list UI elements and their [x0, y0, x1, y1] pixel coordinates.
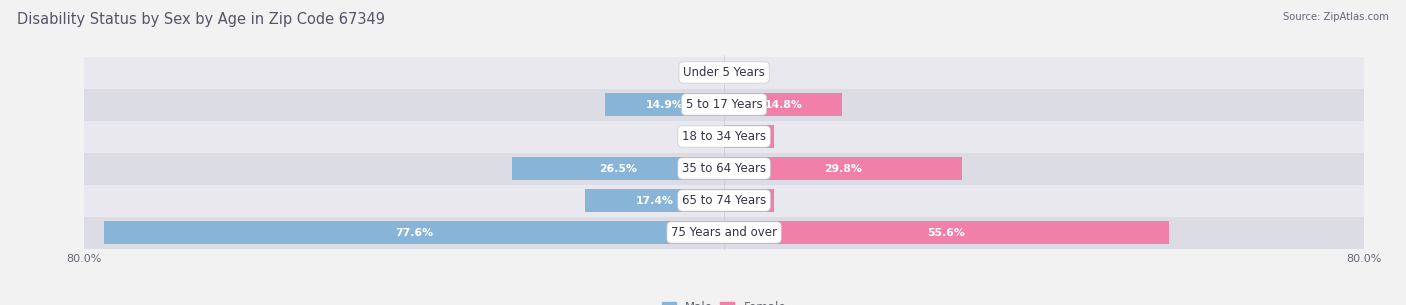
Text: 0.0%: 0.0%: [686, 131, 714, 142]
Text: 6.3%: 6.3%: [734, 196, 765, 206]
Text: Disability Status by Sex by Age in Zip Code 67349: Disability Status by Sex by Age in Zip C…: [17, 12, 385, 27]
Legend: Male, Female: Male, Female: [657, 296, 792, 305]
Bar: [724, 189, 775, 212]
Text: Under 5 Years: Under 5 Years: [683, 66, 765, 79]
Bar: [724, 157, 962, 180]
Text: 0.0%: 0.0%: [734, 67, 762, 77]
Text: Source: ZipAtlas.com: Source: ZipAtlas.com: [1284, 12, 1389, 22]
Text: 18 to 34 Years: 18 to 34 Years: [682, 130, 766, 143]
Bar: [724, 125, 775, 148]
Text: 14.9%: 14.9%: [645, 99, 683, 109]
Bar: [512, 157, 724, 180]
Text: 77.6%: 77.6%: [395, 228, 433, 238]
Text: 55.6%: 55.6%: [928, 228, 966, 238]
Bar: [84, 185, 1364, 217]
Text: 17.4%: 17.4%: [636, 196, 673, 206]
Text: 26.5%: 26.5%: [599, 163, 637, 174]
Bar: [84, 152, 1364, 185]
Bar: [724, 221, 1168, 244]
Text: 14.8%: 14.8%: [765, 99, 803, 109]
Bar: [84, 217, 1364, 249]
Text: 5 to 17 Years: 5 to 17 Years: [686, 98, 762, 111]
Text: 0.0%: 0.0%: [686, 67, 714, 77]
Bar: [84, 88, 1364, 120]
Text: 75 Years and over: 75 Years and over: [671, 226, 778, 239]
Text: 6.3%: 6.3%: [734, 131, 765, 142]
Text: 29.8%: 29.8%: [824, 163, 862, 174]
Bar: [585, 189, 724, 212]
Text: 65 to 74 Years: 65 to 74 Years: [682, 194, 766, 207]
Bar: [724, 93, 842, 116]
Bar: [605, 93, 724, 116]
Bar: [84, 56, 1364, 88]
Bar: [84, 120, 1364, 152]
Text: 35 to 64 Years: 35 to 64 Years: [682, 162, 766, 175]
Bar: [104, 221, 724, 244]
